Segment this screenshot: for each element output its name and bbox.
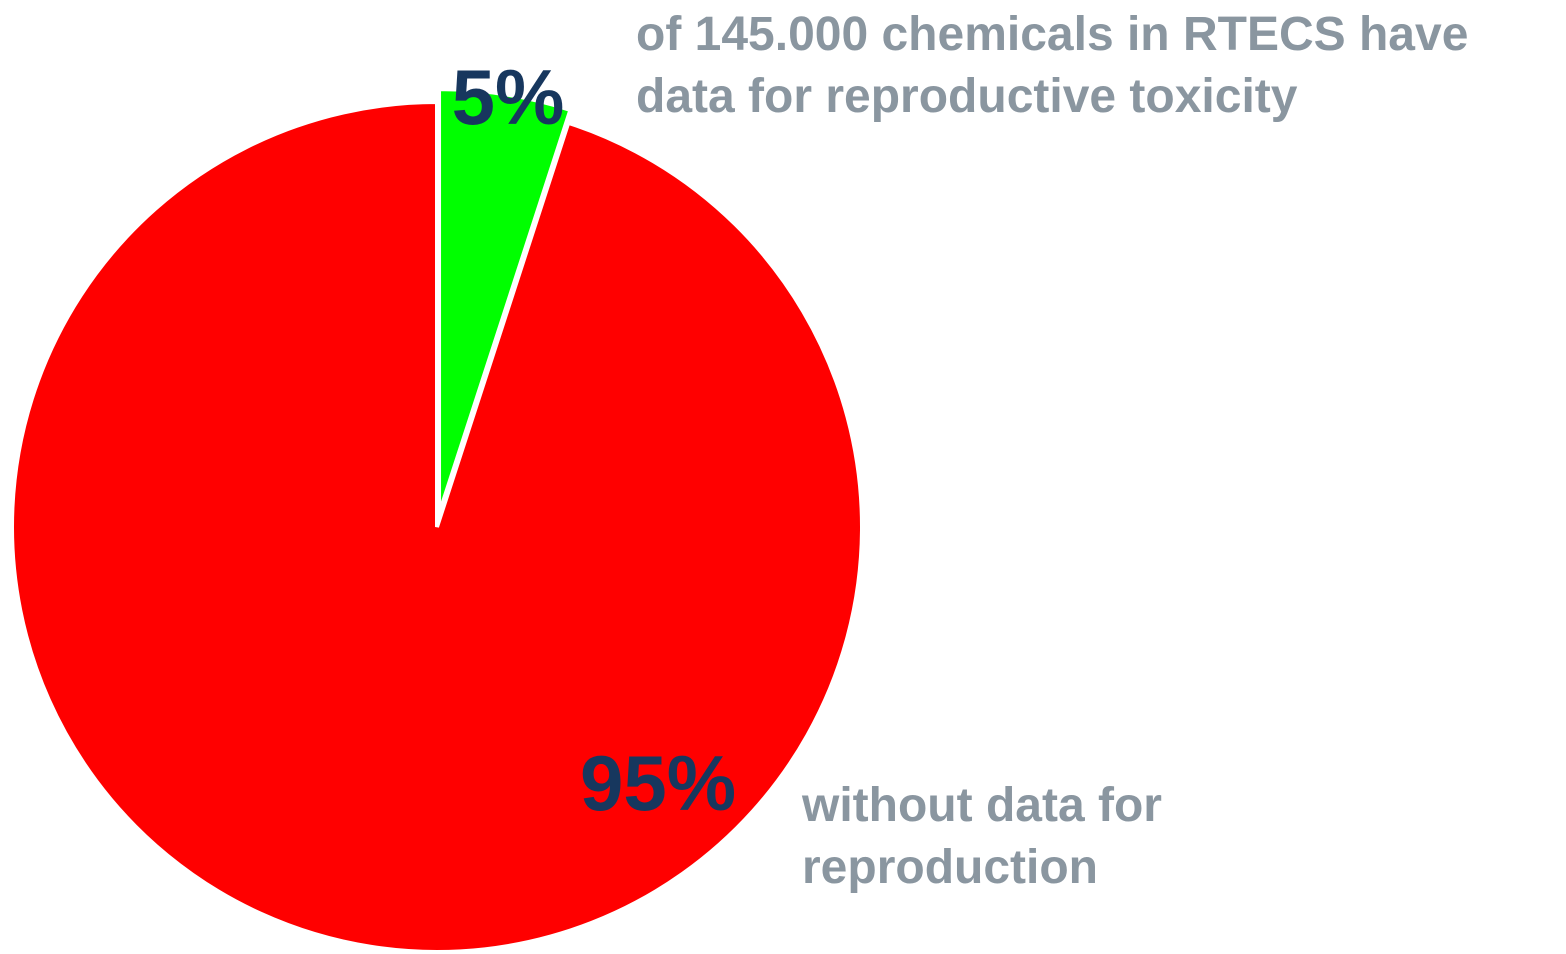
- slices-layer: [10, 87, 864, 954]
- slice-label-5-percent: 5%: [452, 53, 565, 141]
- slice-description-5-percent-line-1: of 145.000 chemicals in RTECS have: [636, 8, 1469, 61]
- labels-layer: 5% 95%: [452, 53, 736, 827]
- slice-description-95-percent-line-1: without data for: [802, 779, 1162, 832]
- pie-slice-5-percent: [437, 87, 573, 515]
- slice-description-95-percent-line-2: reproduction: [802, 841, 1098, 894]
- slice-description-5-percent: of 145.000 chemicals in RTECS have data …: [636, 4, 1468, 128]
- slice-description-95-percent: without data for reproduction: [802, 775, 1162, 899]
- slice-label-95-percent: 95%: [580, 739, 736, 827]
- pie-slice-95-percent: [10, 99, 864, 954]
- slice-description-5-percent-line-2: data for reproductive toxicity: [636, 70, 1298, 123]
